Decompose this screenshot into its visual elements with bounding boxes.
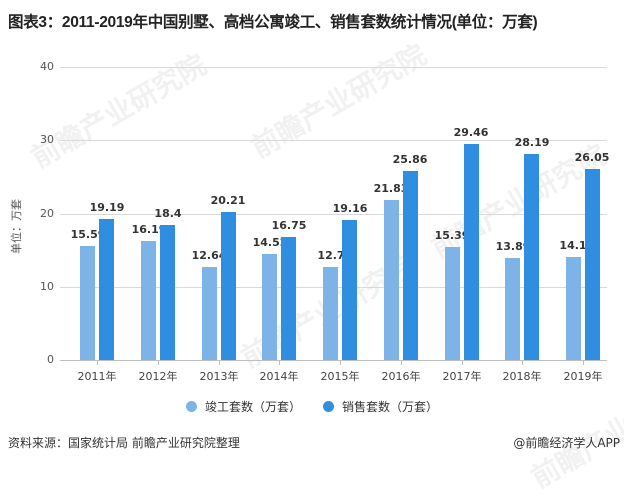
y-tick-label: 30 (40, 133, 54, 146)
x-tick (583, 360, 584, 365)
value-label-completed: 12.64 (191, 249, 227, 262)
x-tick-label: 2011年 (77, 370, 117, 383)
source-note: 资料来源：国家统计局 前瞻产业研究院整理 (8, 436, 240, 450)
x-tick-label: 2014年 (259, 370, 299, 383)
x-tick (97, 360, 98, 365)
y-tick-label: 0 (47, 353, 54, 366)
gridline (60, 67, 607, 68)
bar-completed[interactable] (505, 258, 520, 360)
bar-completed[interactable] (445, 247, 460, 360)
value-label-sold: 18.4 (154, 207, 182, 220)
value-label-sold: 25.86 (392, 153, 428, 166)
value-label-completed: 12.7 (317, 249, 345, 262)
credit-note: @前瞻经济学人APP (513, 436, 620, 450)
x-tick (462, 360, 463, 365)
bar-completed[interactable] (141, 241, 156, 360)
y-tick-label: 20 (40, 207, 54, 220)
y-tick-label: 40 (40, 60, 54, 73)
x-tick-label: 2019年 (563, 370, 603, 383)
legend-dot-completed-icon (185, 401, 197, 412)
watermark-text: 前瞻产业研究院 (245, 38, 432, 165)
value-label-sold: 28.19 (514, 136, 550, 149)
x-tick-label: 2013年 (199, 370, 239, 383)
value-label-sold: 19.16 (332, 202, 368, 215)
gridline (60, 214, 607, 215)
x-tick-label: 2015年 (320, 370, 360, 383)
value-label-sold: 26.05 (574, 151, 610, 164)
bar-sold[interactable] (160, 225, 175, 360)
y-tick-label: 10 (40, 280, 54, 293)
bar-completed[interactable] (566, 257, 581, 360)
legend-label-completed: 竣工套数（万套） (204, 400, 301, 414)
bar-completed[interactable] (323, 267, 338, 360)
value-label-completed: 14.52 (252, 236, 288, 249)
bar-sold[interactable] (585, 169, 600, 360)
x-tick (158, 360, 159, 365)
bar-completed[interactable] (80, 246, 95, 360)
x-tick (340, 360, 341, 365)
value-label-sold: 20.21 (210, 194, 246, 207)
legend-label-sold: 销售套数（万套） (342, 400, 439, 414)
x-axis-line (60, 360, 607, 361)
bar-completed[interactable] (202, 267, 217, 360)
x-tick-label: 2012年 (138, 370, 178, 383)
value-label-completed: 13.89 (495, 240, 531, 253)
bar-sold[interactable] (524, 154, 539, 360)
x-tick-label: 2016年 (381, 370, 421, 383)
bar-sold[interactable] (403, 171, 418, 360)
chart-title: 图表3：2011-2019年中国别墅、高档公寓竣工、销售套数统计情况(单位：万套… (8, 14, 538, 31)
x-tick-label: 2017年 (442, 370, 482, 383)
value-label-sold: 29.46 (453, 126, 489, 139)
legend-item-sold[interactable]: 销售套数（万套） (323, 398, 438, 415)
value-label-completed: 15.59 (70, 228, 106, 241)
legend: 竣工套数（万套） 销售套数（万套） (0, 398, 624, 415)
bar-completed[interactable] (384, 200, 399, 360)
bar-sold[interactable] (464, 144, 479, 360)
value-label-completed: 15.39 (434, 229, 470, 242)
bar-completed[interactable] (262, 254, 277, 360)
y-axis-label: 单位：万套 (10, 199, 23, 254)
x-tick (219, 360, 220, 365)
legend-dot-sold-icon (323, 401, 334, 412)
bar-sold[interactable] (342, 220, 357, 360)
x-tick (522, 360, 523, 365)
x-tick (279, 360, 280, 365)
value-label-sold: 16.75 (271, 219, 307, 232)
value-label-sold: 19.19 (89, 201, 125, 214)
x-tick-label: 2018年 (502, 370, 542, 383)
value-label-completed: 14.1 (559, 239, 587, 252)
legend-item-completed[interactable]: 竣工套数（万套） (185, 398, 301, 415)
x-tick (401, 360, 402, 365)
bar-sold[interactable] (99, 219, 114, 360)
value-label-completed: 16.19 (131, 223, 167, 236)
gridline (60, 140, 607, 141)
bar-sold[interactable] (281, 237, 296, 360)
bar-sold[interactable] (221, 212, 236, 360)
value-label-completed: 21.83 (373, 182, 409, 195)
